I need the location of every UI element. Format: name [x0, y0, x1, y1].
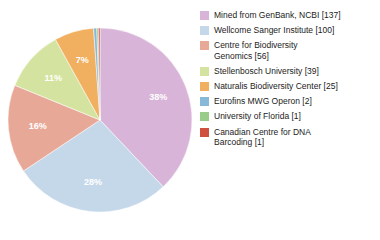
html-text:Wellcome Sanger Institute [100: Wellcome Sanger Institute [100] — [214, 25, 335, 36]
svg-text:7%: 7% — [76, 55, 89, 65]
svg-text:28%: 28% — [84, 177, 102, 187]
html-text:Canadian Centre for DNA Barcod: Canadian Centre for DNA Barcoding [1] — [214, 126, 311, 147]
html-text:Stellenbosch University [39]: Stellenbosch University [39] — [214, 65, 319, 76]
html-text:Mined from GenBank, NCBI [137]: Mined from GenBank, NCBI [137] — [214, 10, 341, 20]
html-text:Naturalis Biodiversity Center: Naturalis Biodiversity Center [25] — [214, 80, 338, 91]
svg-text:11%: 11% — [44, 73, 62, 83]
svg-text:38%: 38% — [149, 92, 167, 102]
svg-text:16%: 16% — [29, 121, 47, 131]
html-text:University of Florida [1]: University of Florida [1] — [214, 111, 301, 122]
html-text:Eurofins MWG Operon [2]: Eurofins MWG Operon [2] — [214, 96, 312, 107]
html-text:Centre for Biodiversity Genomi: Centre for Biodiversity Genomics [56] — [214, 40, 298, 61]
